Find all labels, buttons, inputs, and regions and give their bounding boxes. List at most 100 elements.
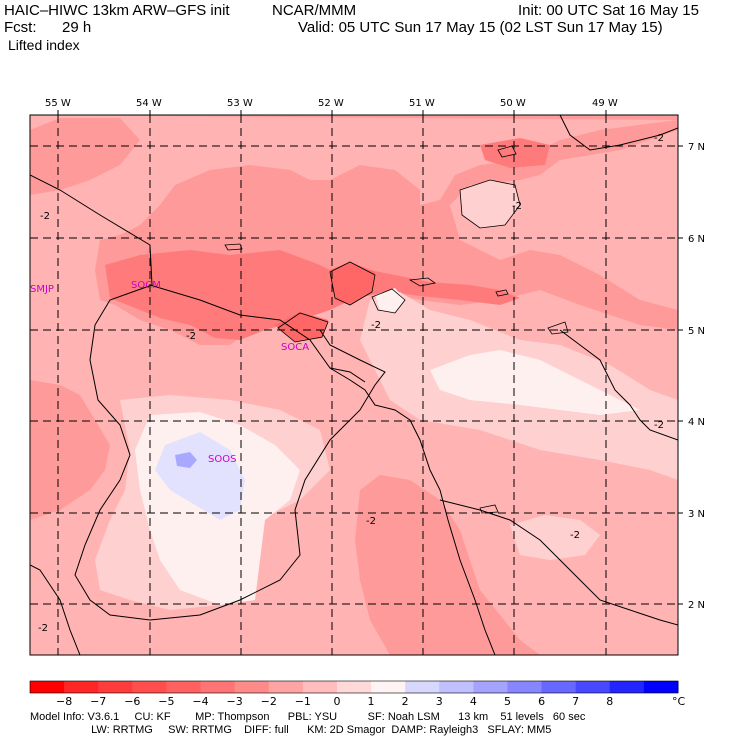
lon-label-55w: 55 W	[45, 98, 71, 109]
station-soos: SOOS	[208, 454, 236, 465]
colorbar-swatch	[166, 681, 202, 693]
colorbar-swatch	[98, 681, 133, 693]
colorbar-swatch	[200, 681, 236, 693]
colorbar-swatch	[132, 681, 167, 693]
colorbar-tick-label: 6	[538, 695, 545, 708]
lat-label-2n: 2 N	[688, 600, 705, 611]
colorbar-unit: °C	[672, 695, 686, 708]
shade-minus-5-b	[275, 312, 328, 342]
lon-ticks	[57, 110, 607, 115]
colorbar-tick-label: −7	[90, 695, 106, 708]
agency-label: NCAR/MMM	[272, 2, 357, 19]
shade-minus-4	[105, 250, 520, 340]
colorbar-swatch	[302, 681, 338, 693]
shade-minus-1-south-east	[510, 515, 600, 560]
model-title: HAIC–HIWC 13km ARW–GFS init	[4, 2, 230, 19]
colorbar-tick-label: 5	[504, 695, 511, 708]
colorbar-tick-label: 7	[572, 695, 579, 708]
shade-minus-1-ne-cell	[460, 180, 520, 228]
colorbar-tick-label: −5	[158, 695, 174, 708]
colorbar-swatch	[507, 681, 543, 693]
valid-time: Valid: 05 UTC Sun 17 May 15 (02 LST Sun …	[298, 19, 663, 36]
river-south	[439, 499, 678, 626]
colorbar-swatch	[405, 681, 440, 693]
contour-label: -2	[366, 516, 376, 527]
colorbar-swatch	[30, 681, 65, 693]
lon-label-54w: 54 W	[136, 98, 162, 109]
station-soca: SOCA	[281, 342, 309, 353]
shade-minus-3-west	[30, 380, 110, 520]
colorbar-swatch	[609, 681, 645, 693]
colorbar-tick-label: 3	[436, 695, 443, 708]
colorbar-tick-label: −8	[56, 695, 72, 708]
lon-label-50w: 50 W	[500, 98, 526, 109]
forecast-label: Fcst:	[4, 19, 37, 36]
forecast-hour: 29 h	[62, 19, 92, 36]
lat-ticks	[678, 145, 683, 605]
border-guyana-suriname	[30, 174, 386, 621]
colorbar-tick-label: 8	[606, 695, 613, 708]
shade-zero-east	[430, 350, 640, 415]
lat-label-7n: 7 N	[688, 142, 705, 153]
colorbar-swatch	[575, 681, 611, 693]
border-suriname-french-guiana	[149, 284, 496, 655]
init-time: Init: 00 UTC Sat 16 May 15	[518, 2, 699, 19]
lat-label-6n: 6 N	[688, 234, 705, 245]
station-socm: SOCM	[131, 280, 161, 291]
lon-label-49w: 49 W	[592, 98, 618, 109]
contour-labels: -2 -2 -2 -2 -2 -2 -2 -2 -2	[38, 133, 664, 634]
contour-label: -2	[371, 320, 381, 331]
coast-detail	[329, 367, 366, 383]
colorbar-tick-label: 4	[470, 695, 477, 708]
lon-label-52w: 52 W	[318, 98, 344, 109]
lat-label-3n: 3 N	[688, 509, 705, 520]
colorbar-swatch	[473, 681, 508, 693]
colorbar-tick-label: −6	[124, 695, 140, 708]
contour-label: -2	[654, 420, 664, 431]
lat-lon-grid	[30, 115, 678, 655]
colorbar-swatch	[336, 681, 372, 693]
contour-label: -2	[570, 530, 580, 541]
shade-plus-2	[175, 452, 197, 468]
colorbar-swatch	[371, 681, 406, 693]
colorbar-tick-label: 1	[368, 695, 375, 708]
colorbar-swatch	[234, 681, 270, 693]
contour-label: -2	[186, 331, 196, 342]
colorbar-frame	[29, 680, 679, 694]
colorbar-tick-label: 2	[402, 695, 409, 708]
model-info-line-2: LW: RRTMG SW: RRTMG DIFF: full KM: 2D Sm…	[30, 724, 552, 736]
colorbar-swatch	[541, 681, 577, 693]
shade-minus-4-east	[480, 138, 550, 168]
contour-label: -2	[654, 133, 664, 144]
colorbar-tick-label: −1	[295, 695, 311, 708]
colorbar-tick-label: −3	[227, 695, 243, 708]
contour-label: -2	[38, 623, 48, 634]
colorbar-swatch	[268, 681, 304, 693]
colorbar-swatch	[643, 681, 679, 693]
lat-label-4n: 4 N	[688, 417, 705, 428]
shade-minus-3-south	[355, 475, 540, 655]
lon-label-53w: 53 W	[227, 98, 253, 109]
shade-minus-3-north-east	[30, 118, 140, 195]
shade-minus-5	[330, 262, 375, 305]
contour-label: -2	[512, 201, 522, 212]
map-frame	[29, 114, 679, 656]
coastline-lines	[30, 115, 678, 655]
border-brazil-west	[30, 564, 81, 655]
colorbar-swatch	[64, 681, 99, 693]
colorbar-tick-label: −4	[192, 695, 208, 708]
lat-label-5n: 5 N	[688, 326, 705, 337]
station-smjp: SMJP	[30, 284, 54, 295]
contour-lines	[224, 145, 569, 514]
lon-label-51w: 51 W	[409, 98, 435, 109]
contour-label: -2	[40, 211, 50, 222]
colorbar-tick-label: −2	[261, 695, 277, 708]
lifted-index-field	[30, 115, 678, 655]
model-info-line-1: Model Info: V3.6.1 CU: KF MP: Thompson P…	[30, 711, 586, 723]
colorbar: −8 −7 −6 −5 −4 −3 −2 −1 0 1 2 3 4 5 6 7 8	[29, 680, 679, 708]
field-name: Lifted index	[8, 37, 80, 53]
coast-amapa	[559, 115, 678, 151]
colorbar-tick-label: 0	[333, 695, 340, 708]
coast-east	[559, 329, 678, 441]
